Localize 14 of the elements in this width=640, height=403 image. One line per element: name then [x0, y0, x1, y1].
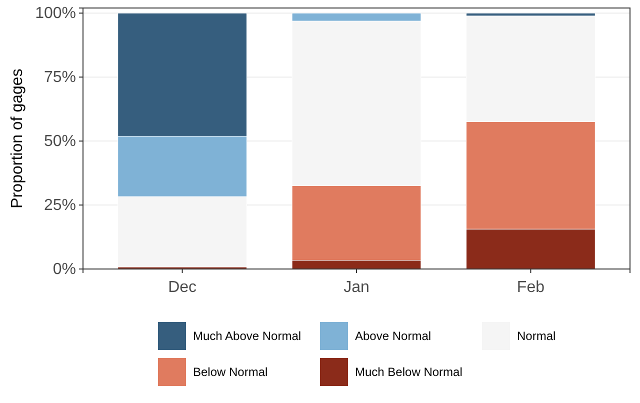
legend-label: Normal — [517, 329, 556, 344]
legend-label: Much Below Normal — [355, 365, 462, 380]
y-tick-label: 50% — [44, 133, 76, 150]
legend-label: Above Normal — [355, 329, 432, 344]
legend-label: Below Normal — [193, 365, 268, 380]
legend-label: Much Above Normal — [193, 329, 302, 344]
x-tick-label: Feb — [516, 279, 545, 296]
y-axis-title: Proportion of gages — [9, 68, 26, 208]
y-tick-label: 100% — [35, 5, 76, 22]
y-tick-label: 75% — [44, 69, 76, 86]
y-tick-label: 0% — [52, 261, 76, 278]
x-tick-label: Jan — [344, 279, 370, 296]
x-tick-label: Dec — [168, 279, 197, 296]
y-tick-label: 25% — [44, 197, 76, 214]
